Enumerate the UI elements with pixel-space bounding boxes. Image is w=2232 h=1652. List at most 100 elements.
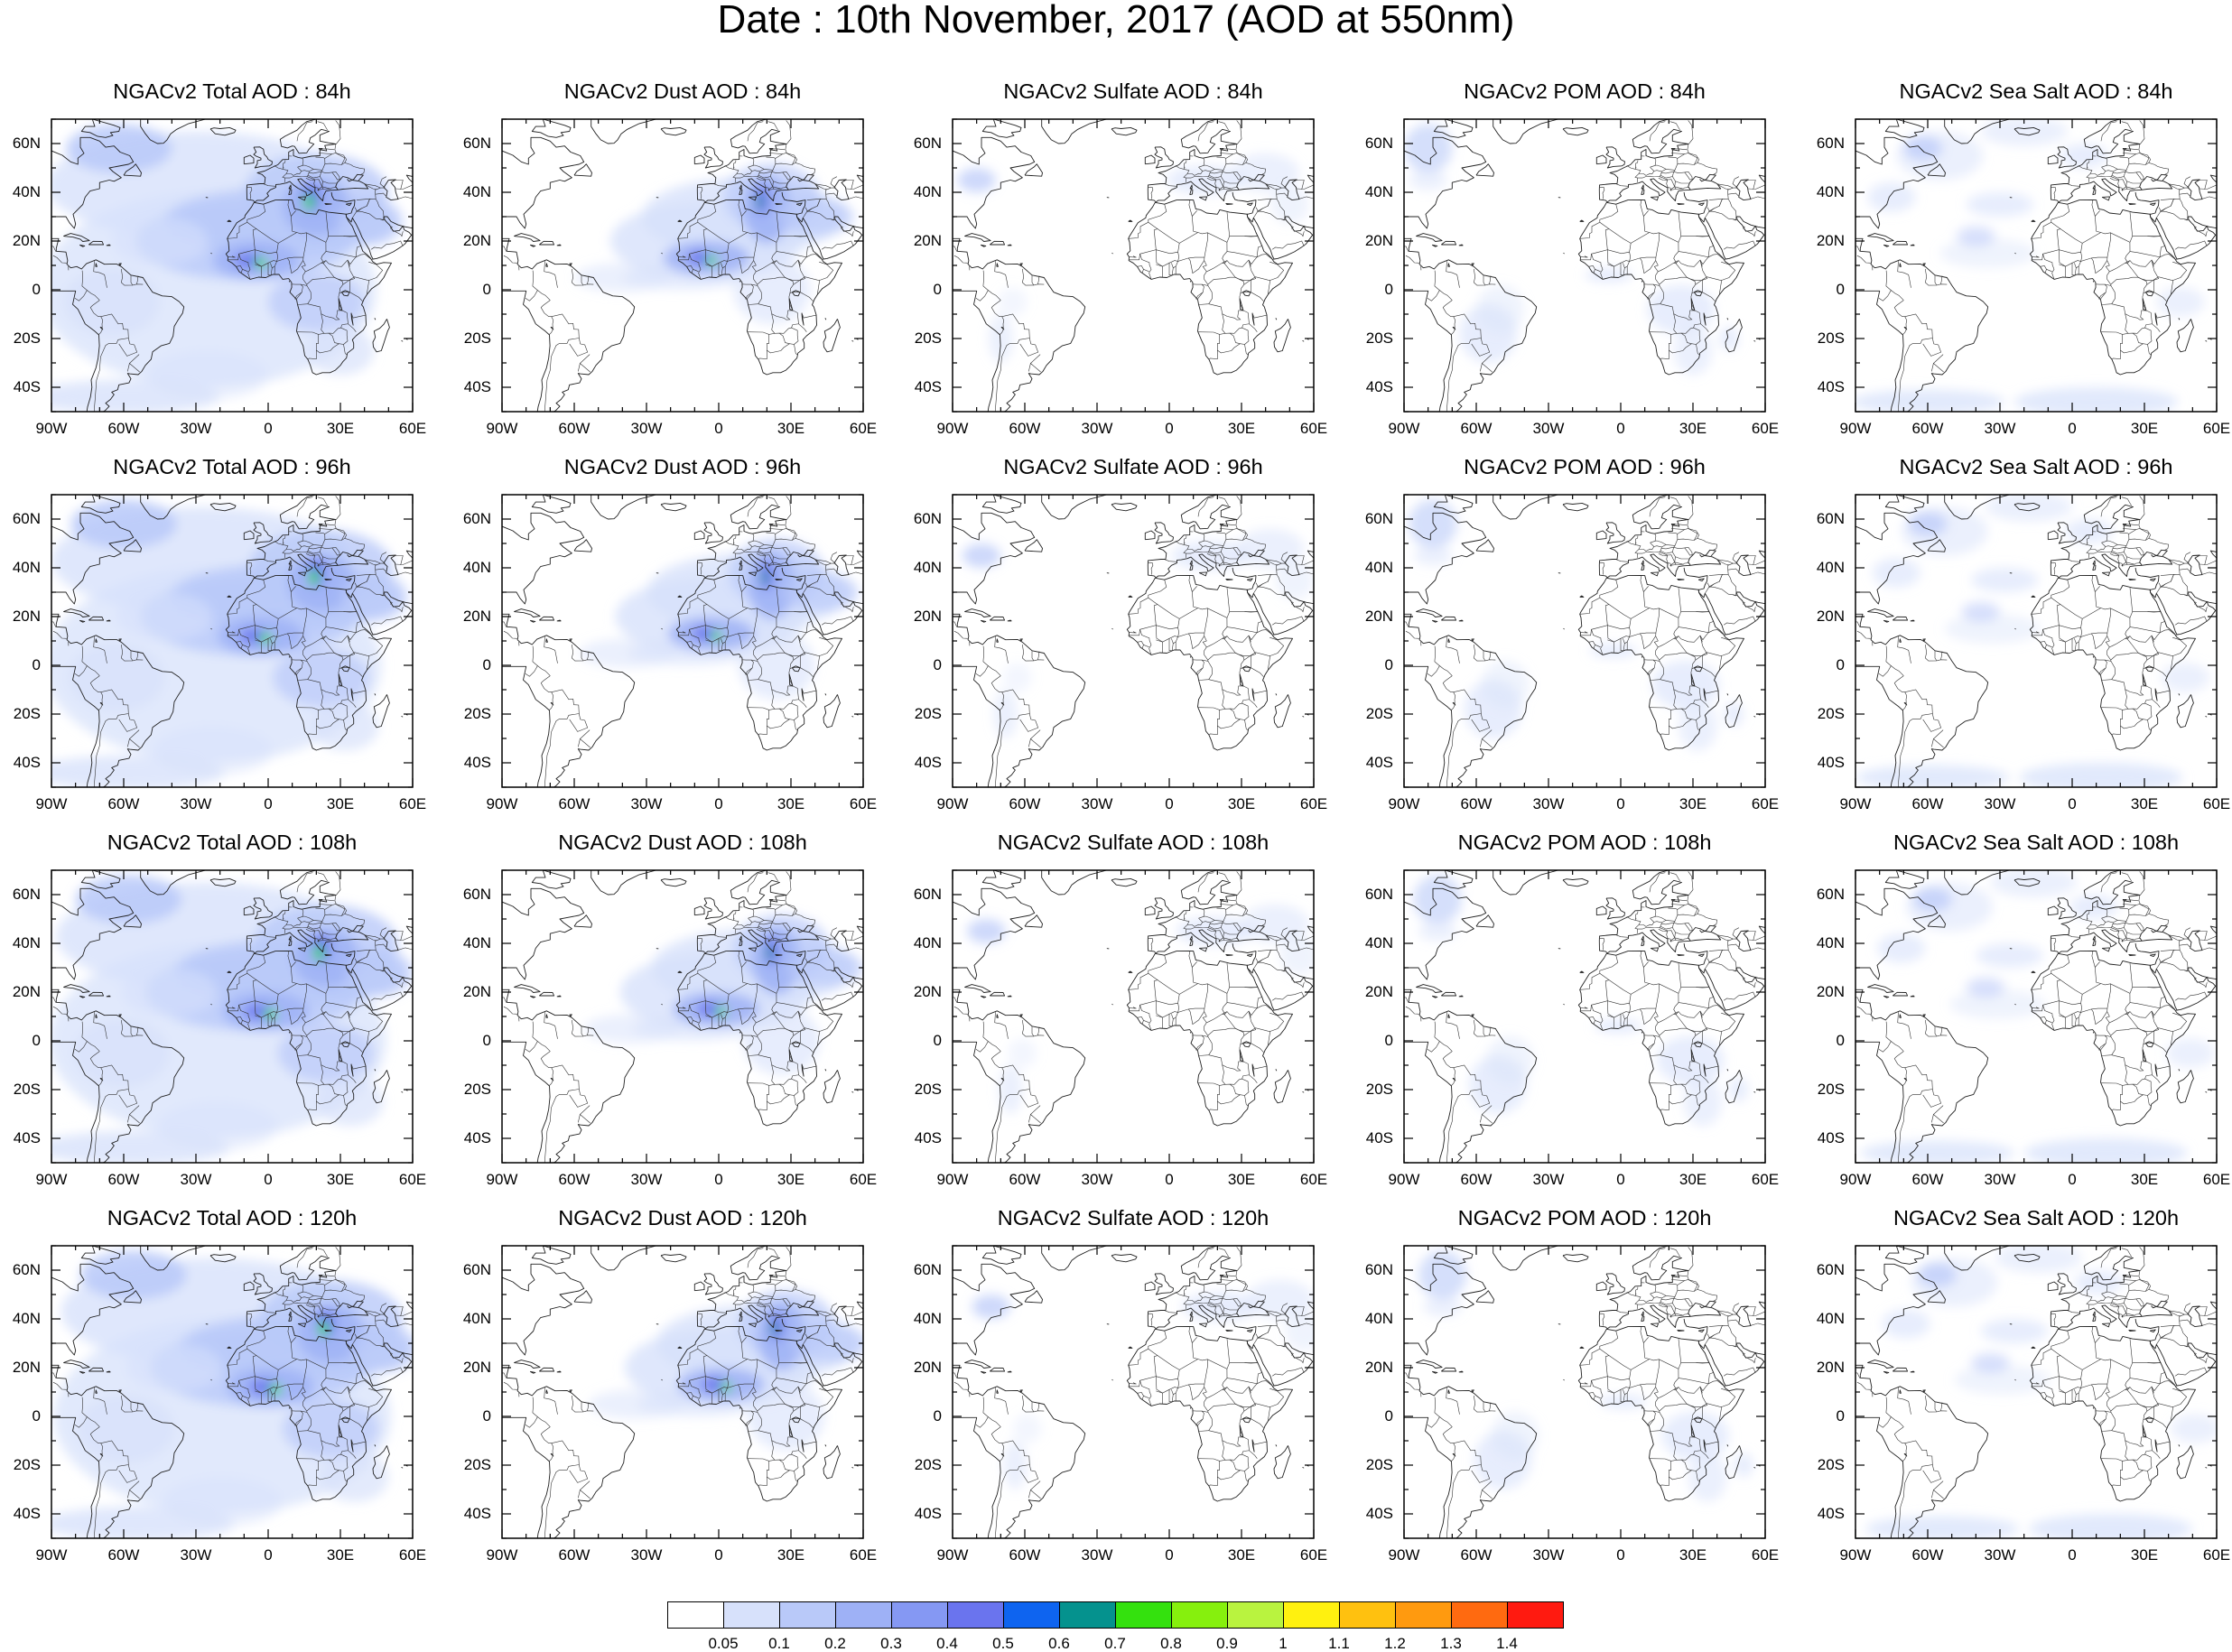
aod-plume <box>1860 1140 2014 1163</box>
lon-tick-label: 60E <box>398 420 427 437</box>
lat-tick-label: 40N <box>913 183 942 200</box>
map-plot <box>1403 118 1766 413</box>
map-plot <box>952 494 1315 788</box>
colorbar-swatch <box>1283 1601 1340 1629</box>
lon-tick-label: 60E <box>1751 795 1780 812</box>
map-plot <box>1855 118 2218 413</box>
panel-title: NGACv2 Sulfate AOD : 120h <box>997 1206 1269 1230</box>
colorbar-swatch <box>835 1601 892 1629</box>
lat-tick-label: 0 <box>32 281 41 298</box>
lat-tick-label: 0 <box>1836 656 1845 673</box>
lon-tick-label: 60E <box>849 1546 878 1564</box>
aod-plume <box>1980 1319 2049 1343</box>
panel-title: NGACv2 Total AOD : 120h <box>107 1206 358 1230</box>
lat-tick-label: 40N <box>913 559 942 576</box>
panel-title: NGACv2 POM AOD : 108h <box>1457 831 1712 854</box>
lon-tick-label: 0 <box>2068 795 2077 812</box>
lat-tick-label: 40N <box>1816 1310 1845 1327</box>
lat-tick-label: 60N <box>462 135 491 152</box>
aod-plume <box>1949 989 2046 1019</box>
country-borders <box>1404 120 1765 412</box>
aod-plume <box>583 1014 681 1044</box>
coastlines <box>1404 1246 1765 1538</box>
aod-field <box>1404 124 1739 376</box>
lat-tick-label: 40N <box>12 934 41 951</box>
map-panel: NGACv2 Sea Salt AOD : 108h 60N 40N 20N 0 20S 4… <box>1817 831 2230 1188</box>
colorbar-swatch <box>1003 1601 1060 1629</box>
map-plot <box>501 494 864 788</box>
lat-tick-label: 0 <box>32 1032 41 1049</box>
lon-tick-label: 60W <box>1009 1171 1041 1188</box>
colorbar-label: 0.2 <box>824 1635 846 1652</box>
aod-plume <box>1980 119 2068 146</box>
lat-tick-label: 60N <box>1816 886 1845 903</box>
aod-plume <box>1882 1309 1930 1339</box>
map-plot <box>1403 869 1766 1164</box>
lon-tick-label: 60E <box>2202 1546 2231 1564</box>
lat-tick-label: 20N <box>12 1359 41 1376</box>
lon-tick-label: 0 <box>264 795 273 812</box>
lon-tick-label: 30E <box>326 1546 355 1564</box>
aod-plume <box>73 1018 170 1088</box>
lon-tick-label: 90W <box>1388 1546 1420 1564</box>
aod-plume <box>1167 165 1244 195</box>
colorbar-swatch <box>1115 1601 1172 1629</box>
colorbar-swatch <box>1339 1601 1396 1629</box>
aod-plume <box>335 197 404 246</box>
lon-tick-label: 60E <box>849 795 878 812</box>
colorbar-swatch <box>947 1601 1004 1629</box>
lon-tick-label: 90W <box>486 1171 518 1188</box>
lat-tick-label: 20N <box>1364 1359 1393 1376</box>
aod-plume <box>268 273 365 331</box>
lat-tick-label: 40S <box>463 378 491 395</box>
aod-plume <box>1976 943 2043 968</box>
aod-plume <box>742 1007 820 1075</box>
panel-title: NGACv2 Total AOD : 84h <box>113 79 351 103</box>
map-panel: NGACv2 Dust AOD : 96h 60N 40N 20N 0 20S 40S 90W… <box>463 455 877 812</box>
lon-tick-label: 0 <box>1616 1171 1625 1188</box>
aod-field <box>967 904 1314 1114</box>
lon-tick-label: 60W <box>107 1546 140 1564</box>
lat-tick-label: 40S <box>1817 1129 1845 1146</box>
country-borders <box>502 120 863 412</box>
lon-tick-label: 90W <box>936 420 969 437</box>
lat-tick-label: 20S <box>13 1456 41 1473</box>
country-borders <box>51 1247 413 1538</box>
map-plot <box>952 869 1315 1164</box>
lat-tick-label: 60N <box>12 1261 41 1278</box>
aod-plume <box>1003 1441 1028 1490</box>
coastlines <box>502 119 863 412</box>
lat-tick-label: 20S <box>13 1081 41 1098</box>
lon-tick-label: 90W <box>1839 420 1872 437</box>
lon-tick-label: 30E <box>326 795 355 812</box>
lon-tick-label: 0 <box>714 1546 723 1564</box>
aod-field <box>957 153 1309 363</box>
colorbar-label: 1 <box>1279 1635 1288 1652</box>
lon-tick-label: 60E <box>1299 1546 1328 1564</box>
aod-plume <box>1908 511 1948 536</box>
tick-marks <box>501 1245 864 1539</box>
lat-tick-label: 20S <box>914 1456 942 1473</box>
aod-plume <box>1270 184 1309 225</box>
lat-tick-label: 20S <box>1365 1456 1393 1473</box>
aod-field <box>51 1250 413 1538</box>
lon-tick-label: 30W <box>630 420 663 437</box>
tick-marks <box>501 494 864 788</box>
lon-tick-label: 0 <box>1165 420 1174 437</box>
aod-field <box>1855 119 2205 412</box>
lat-tick-label: 40S <box>463 1129 491 1146</box>
lat-tick-label: 60N <box>1364 510 1393 527</box>
aod-plume <box>786 948 863 988</box>
aod-plume <box>962 543 1001 568</box>
colorbar-swatch <box>1507 1601 1564 1629</box>
aod-plume <box>1236 528 1305 568</box>
lon-tick-label: 30E <box>1679 420 1707 437</box>
map-panel: NGACv2 POM AOD : 96h 60N 40N 20N 0 20S 40S 90W 6… <box>1365 455 1779 812</box>
aod-plume <box>1729 1077 1749 1102</box>
aod-plume <box>2161 663 2209 692</box>
aod-field <box>1409 499 1744 751</box>
aod-plume <box>589 1389 685 1419</box>
lon-tick-label: 30E <box>1227 420 1256 437</box>
lat-tick-label: 40N <box>462 1310 491 1327</box>
lat-tick-label: 40S <box>13 754 41 771</box>
